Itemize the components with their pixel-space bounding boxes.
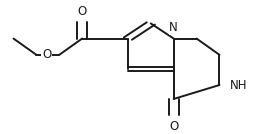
Text: N: N [169,21,178,34]
Text: O: O [42,48,51,61]
Text: O: O [78,5,87,18]
Text: NH: NH [230,79,248,92]
Text: O: O [169,120,178,133]
